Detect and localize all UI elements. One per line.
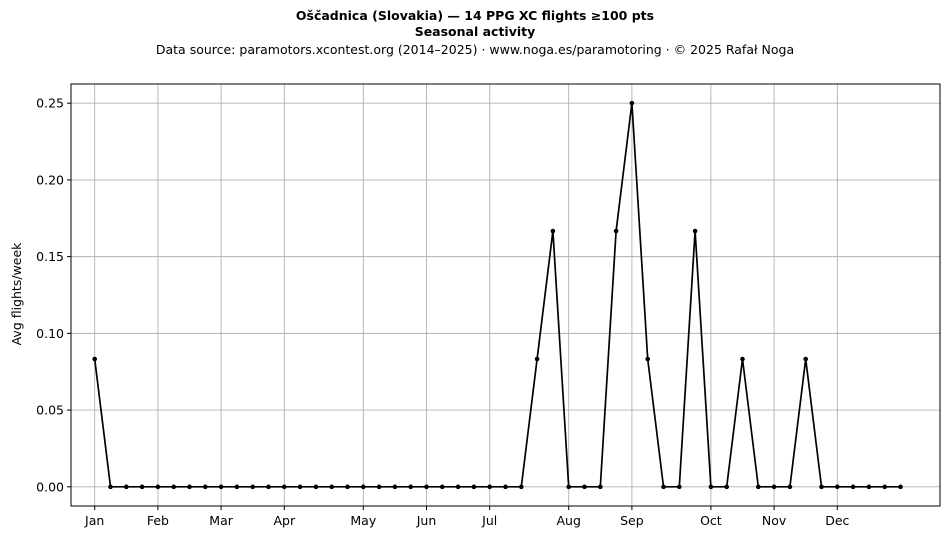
x-tick-label: Sep [620,513,644,528]
data-point [503,484,508,490]
data-point [345,484,350,490]
data-point [218,484,224,490]
data-point [282,484,287,490]
x-tick-label: Jul [481,513,497,528]
data-point [534,356,540,362]
data-point [171,484,176,490]
data-point [708,484,714,490]
data-point [692,228,698,234]
data-point [266,484,271,490]
data-point [519,484,524,490]
data-point [550,228,556,234]
data-point [566,484,571,490]
x-tick-label: Feb [147,513,169,528]
data-point [787,484,793,490]
data-point [898,484,903,490]
data-point [613,228,619,234]
y-tick-label: 0.10 [36,326,64,341]
data-point [139,484,145,490]
data-point [124,484,129,490]
y-tick-label: 0.15 [36,249,64,264]
x-tick-label: May [350,513,376,528]
series-layer [92,100,903,490]
data-point [724,484,729,490]
data-point [155,484,161,490]
data-point [329,484,335,490]
series-line [93,102,901,488]
grid-layer [71,84,940,506]
x-tick-label: Oct [700,513,722,528]
data-point [455,484,461,490]
x-tick-label: Apr [273,513,295,528]
data-point [645,356,650,362]
data-point [234,484,240,490]
data-point [771,484,777,490]
data-point [297,484,303,490]
data-point [203,484,208,490]
data-point [471,484,477,490]
data-point [850,484,856,490]
x-tick-label: Jun [416,513,437,528]
data-point [629,100,635,106]
data-point [598,484,603,490]
data-point [313,484,319,490]
data-point [408,484,414,490]
plot-frame [70,83,941,507]
title-block: Oščadnica (Slovakia) — 14 PPG XC flights… [0,8,950,59]
data-point [487,484,493,490]
y-tick-label: 0.20 [36,172,64,187]
chart-subtitle: Seasonal activity [414,24,536,39]
data-point [108,484,113,490]
data-point [376,484,382,490]
axes-layer: 0.00 0.05 0.10 0.15 0.20 0.25 Jan Feb Mar Apr May J… [36,83,941,528]
data-point [740,356,745,362]
x-tick-label: Mar [209,513,233,528]
data-point [582,484,587,490]
y-tick-label: 0.00 [36,479,64,494]
x-tick-label: Aug [556,513,580,528]
chart-title: Oščadnica (Slovakia) — 14 PPG XC flights… [295,8,655,23]
data-point [187,484,192,490]
data-point [361,484,366,490]
y-axis-label: Avg flights/week [9,242,24,346]
x-tick-label: Nov [762,513,787,528]
x-tick-label: Jan [84,513,104,528]
data-point [756,484,761,490]
data-point [92,356,97,362]
data-point [424,484,429,490]
data-point [250,484,255,490]
data-point [661,484,666,490]
data-point [835,484,840,490]
data-point [440,484,445,490]
data-point [392,484,398,490]
data-source-credit: Data source: paramotors.xcontest.org (20… [155,42,795,57]
data-point [882,484,887,490]
data-point [866,484,872,490]
x-tick-label: Dec [825,513,849,528]
y-tick-label: 0.05 [36,403,64,418]
data-point [803,356,808,362]
data-point [677,484,682,490]
data-point [819,484,824,490]
y-tick-label: 0.25 [36,96,64,111]
